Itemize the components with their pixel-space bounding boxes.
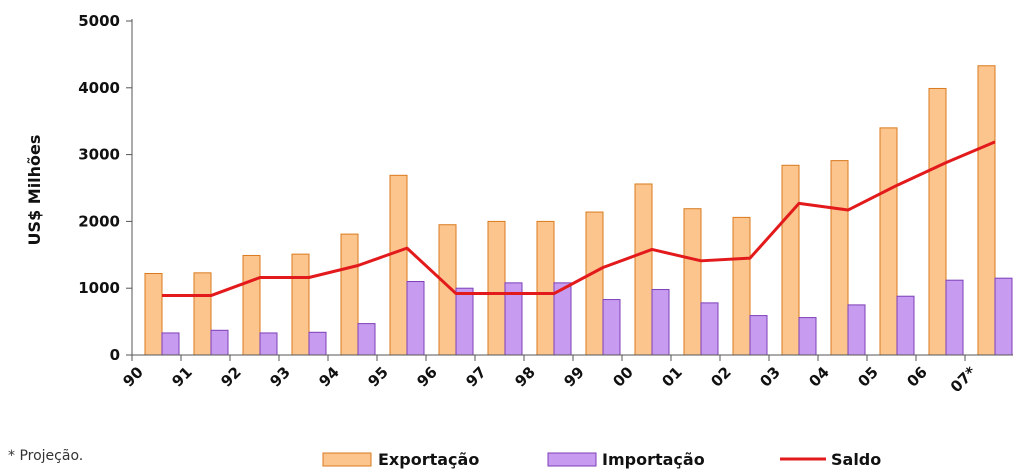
export-bar-95	[389, 174, 408, 356]
export-bar-91	[193, 272, 212, 356]
import-bar-95	[406, 281, 425, 356]
export-bar-97	[487, 220, 506, 356]
import-bar-92	[259, 332, 278, 356]
export-bar-93	[291, 253, 310, 356]
x-tick-label-00: 00	[609, 363, 636, 390]
legend-swatch-importacao	[547, 452, 597, 467]
y-tick-label-5000: 5000	[78, 12, 120, 30]
export-bars	[144, 65, 996, 356]
x-tick-label-92: 92	[217, 363, 244, 390]
export-bar-00	[634, 183, 653, 356]
y-tick-label-4000: 4000	[78, 79, 120, 97]
import-bar-05	[896, 295, 915, 356]
y-tick-label-1000: 1000	[78, 279, 120, 297]
x-tick-label-96: 96	[413, 363, 440, 390]
x-tick-label-93: 93	[266, 363, 293, 390]
export-bar-07*	[977, 65, 996, 356]
x-tick-label-02: 02	[707, 363, 734, 390]
import-bar-04	[847, 304, 866, 356]
x-tick-label-91: 91	[168, 363, 195, 390]
export-bar-04	[830, 160, 849, 356]
x-tick-label-97: 97	[462, 363, 489, 390]
import-bar-96	[455, 287, 474, 356]
x-tick-label-90: 90	[119, 363, 146, 390]
export-bar-99	[585, 211, 604, 356]
export-bar-02	[732, 216, 751, 356]
import-bar-91	[210, 329, 229, 356]
y-tick-label-0: 0	[110, 346, 120, 364]
import-bar-01	[700, 302, 719, 356]
export-bar-01	[683, 208, 702, 356]
x-tick-label-94: 94	[315, 363, 342, 390]
import-bar-99	[602, 299, 621, 356]
footnote: * Projeção.	[8, 448, 83, 464]
saldo-line	[162, 140, 996, 298]
import-bar-02	[749, 315, 768, 356]
export-bar-94	[340, 233, 359, 356]
legend-label-importacao: Importação	[602, 450, 705, 469]
legend-swatch-exportacao	[322, 452, 372, 467]
x-tick-label-99: 99	[560, 363, 587, 390]
import-bar-90	[161, 332, 180, 356]
y-tick-label-3000: 3000	[78, 146, 120, 164]
x-tick-label-03: 03	[756, 363, 783, 390]
legend-label-saldo: Saldo	[831, 450, 881, 469]
x-tick-label-04: 04	[805, 363, 832, 390]
import-bar-07*	[994, 277, 1013, 356]
export-bar-98	[536, 220, 555, 356]
export-bar-05	[879, 127, 898, 356]
saldo-line-group	[162, 140, 996, 298]
x-tick-label-05: 05	[854, 363, 881, 390]
import-bar-06	[945, 279, 964, 356]
export-bar-06	[928, 87, 947, 356]
legend-label-exportacao: Exportação	[378, 450, 479, 469]
legend: Exportação Importação Saldo	[322, 450, 881, 469]
x-tick-label-01: 01	[658, 363, 685, 390]
x-tick-label-07*: 07*	[947, 363, 980, 396]
export-bar-92	[242, 254, 261, 356]
export-bar-03	[781, 164, 800, 356]
export-bar-90	[144, 273, 163, 356]
x-tick-label-95: 95	[364, 363, 391, 390]
import-bars	[161, 277, 1013, 356]
import-bar-93	[308, 331, 327, 356]
x-tick-label-98: 98	[511, 363, 538, 390]
import-bar-94	[357, 323, 376, 356]
import-bar-03	[798, 317, 817, 356]
x-tick-label-06: 06	[903, 363, 930, 390]
y-axis-label: US$ Milhões	[25, 135, 44, 246]
import-bar-00	[651, 289, 670, 356]
y-tick-label-2000: 2000	[78, 212, 120, 230]
